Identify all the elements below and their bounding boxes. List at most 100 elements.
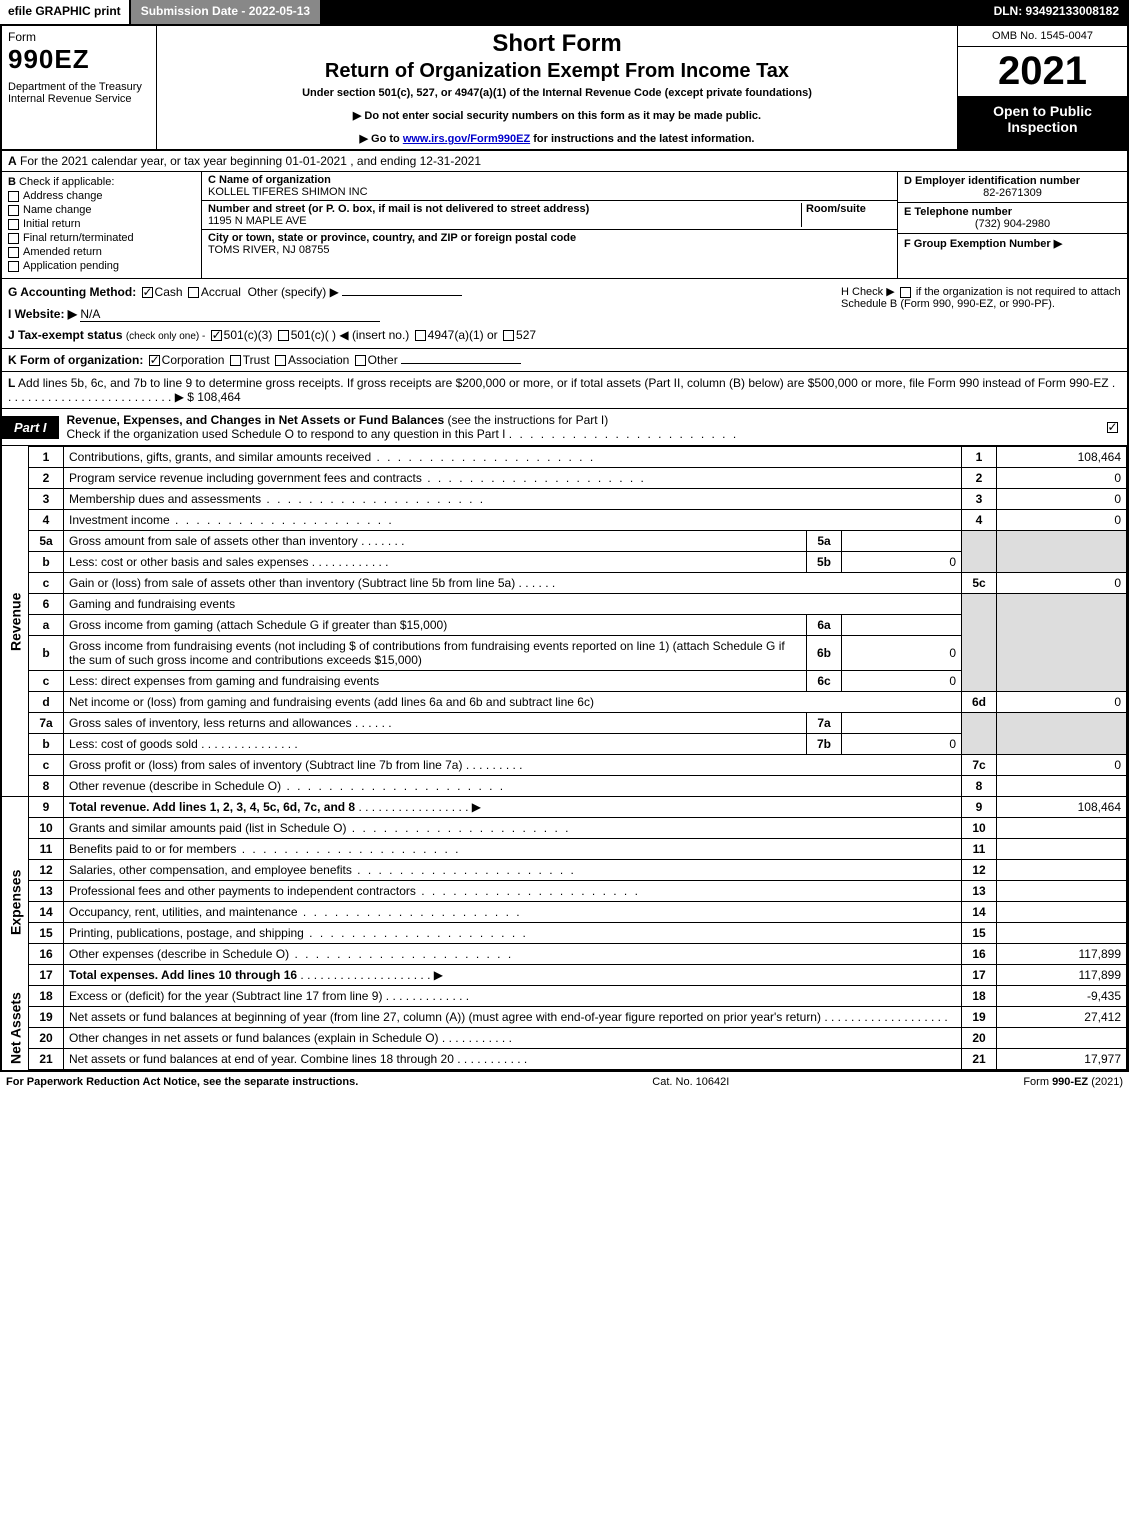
schedule-o-checkbox[interactable] [1107,422,1118,433]
line-7b-num: b [29,734,64,755]
name-change-checkbox[interactable] [8,205,19,216]
line-12-amt [997,860,1127,881]
line-19-desc: Net assets or fund balances at beginning… [64,1007,962,1028]
address-change-checkbox[interactable] [8,191,19,202]
line-1-desc: Contributions, gifts, grants, and simila… [64,447,962,468]
part-1-title-rest: (see the instructions for Part I) [444,413,608,427]
form-footer-label: Form 990-EZ (2021) [1023,1076,1123,1088]
line-6d-desc: Net income or (loss) from gaming and fun… [64,692,962,713]
line-6-num: 6 [29,594,64,615]
other-specify-label: Other (specify) ▶ [248,285,339,299]
return-title: Return of Organization Exempt From Incom… [167,60,947,83]
line-17-num: 17 [29,965,64,986]
501c-label: 501(c)( ) ◀ (insert no.) [291,328,410,342]
form-word: Form [8,30,150,44]
website-value: N/A [80,307,380,322]
part-1-title-bold: Revenue, Expenses, and Changes in Net As… [67,413,445,427]
section-l-arrow: ▶ $ [175,390,194,404]
amended-return-checkbox[interactable] [8,247,19,258]
name-change-label: Name change [23,204,92,216]
part-1-table: Revenue 1 Contributions, gifts, grants, … [2,446,1127,1070]
line-14-num: 14 [29,902,64,923]
schedule-b-checkbox[interactable] [900,287,911,298]
line-7b-desc: Less: cost of goods sold . . . . . . . .… [64,734,807,755]
line-10-num: 10 [29,818,64,839]
other-org-checkbox[interactable] [355,355,366,366]
line-2-desc: Program service revenue including govern… [64,468,962,489]
line-17-amt: 117,899 [997,965,1127,986]
form-number: 990EZ [8,44,150,75]
line-6b-sublabel: 6b [807,636,842,671]
section-l-text: Add lines 5b, 6c, and 7b to line 9 to de… [18,376,1109,390]
line-6c-sublabel: 6c [807,671,842,692]
application-pending-checkbox[interactable] [8,261,19,272]
line-18-num: 18 [29,986,64,1007]
line-14-code: 14 [962,902,997,923]
line-13-desc: Professional fees and other payments to … [64,881,962,902]
line-5c-desc: Gain or (loss) from sale of assets other… [64,573,962,594]
form-container: Form 990EZ Department of the Treasury In… [0,24,1129,1072]
527-checkbox[interactable] [503,330,514,341]
4947-checkbox[interactable] [415,330,426,341]
telephone-value: (732) 904-2980 [904,218,1121,230]
cash-checkbox[interactable] [142,287,153,298]
submission-date: Submission Date - 2022-05-13 [131,0,322,24]
note-goto-post: for instructions and the latest informat… [530,133,754,145]
501c3-checkbox[interactable] [211,330,222,341]
note-goto: ▶ Go to www.irs.gov/Form990EZ for instru… [167,132,947,145]
line-16-amt: 117,899 [997,944,1127,965]
footer: For Paperwork Reduction Act Notice, see … [0,1072,1129,1092]
shaded-5ab [962,531,997,573]
line-5b-subval: 0 [842,552,962,573]
line-2-code: 2 [962,468,997,489]
line-1-amt: 108,464 [997,447,1127,468]
other-org-input[interactable] [401,363,521,364]
section-l-amount: 108,464 [197,390,240,404]
association-checkbox[interactable] [275,355,286,366]
org-name-label: C Name of organization [208,174,331,186]
form-footer-pre: Form [1023,1076,1052,1088]
line-14-amt [997,902,1127,923]
line-3-amt: 0 [997,489,1127,510]
line-19-amt: 27,412 [997,1007,1127,1028]
other-org-label: Other [368,353,398,367]
line-9-num: 9 [29,797,64,818]
irs-link[interactable]: www.irs.gov/Form990EZ [403,133,530,145]
omb-number: OMB No. 1545-0047 [958,26,1127,47]
cat-no: Cat. No. 10642I [652,1076,729,1088]
line-21-num: 21 [29,1049,64,1070]
501c-checkbox[interactable] [278,330,289,341]
line-10-amt [997,818,1127,839]
note-goto-pre: ▶ Go to [360,133,403,145]
line-6a-num: a [29,615,64,636]
final-return-checkbox[interactable] [8,233,19,244]
efile-label: efile GRAPHIC print [0,0,131,24]
trust-checkbox[interactable] [230,355,241,366]
line-6a-desc: Gross income from gaming (attach Schedul… [64,615,807,636]
line-19-num: 19 [29,1007,64,1028]
other-specify-input[interactable] [342,295,462,296]
line-15-desc: Printing, publications, postage, and shi… [64,923,962,944]
line-5b-sublabel: 5b [807,552,842,573]
line-15-amt [997,923,1127,944]
short-form-title: Short Form [167,30,947,58]
corporation-checkbox[interactable] [149,355,160,366]
note-no-ssn: ▶ Do not enter social security numbers o… [167,109,947,122]
line-11-num: 11 [29,839,64,860]
line-10-code: 10 [962,818,997,839]
trust-label: Trust [243,353,270,367]
group-exemption-label: F Group Exemption Number ▶ [904,238,1062,250]
ein-label: D Employer identification number [904,175,1080,187]
line-2-num: 2 [29,468,64,489]
line-7a-desc: Gross sales of inventory, less returns a… [64,713,807,734]
line-21-code: 21 [962,1049,997,1070]
line-1-num: 1 [29,447,64,468]
street-value: 1195 N MAPLE AVE [208,215,307,227]
part-1-header: Part I Revenue, Expenses, and Changes in… [2,409,1127,446]
initial-return-checkbox[interactable] [8,219,19,230]
header-left: Form 990EZ Department of the Treasury In… [2,26,157,149]
line-13-amt [997,881,1127,902]
line-9-amt: 108,464 [997,797,1127,818]
accrual-checkbox[interactable] [188,287,199,298]
section-d-e-f: D Employer identification number 82-2671… [897,172,1127,278]
